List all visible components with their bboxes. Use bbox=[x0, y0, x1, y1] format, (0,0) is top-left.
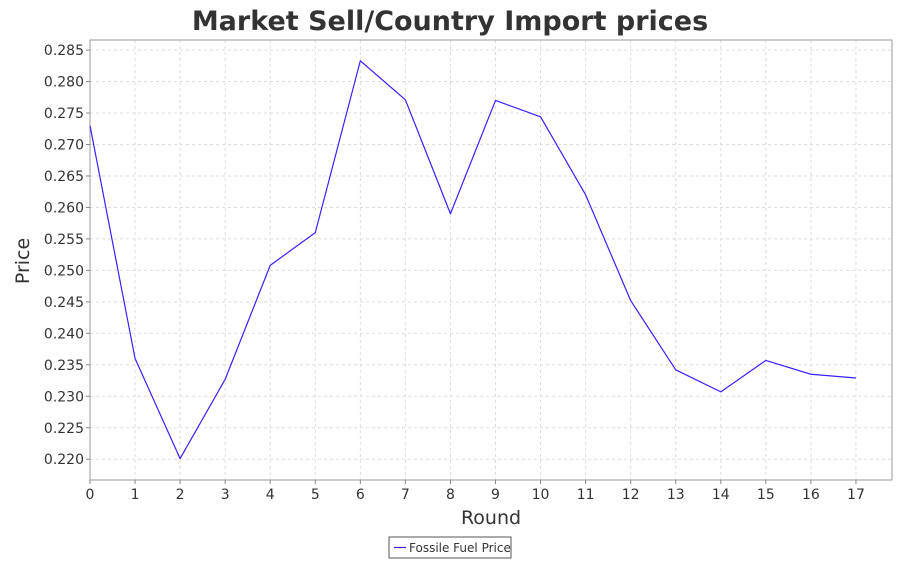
grid bbox=[90, 40, 892, 480]
x-tick-label: 16 bbox=[802, 487, 820, 503]
series-line-0 bbox=[90, 61, 856, 459]
x-tick-label: 7 bbox=[401, 487, 410, 503]
y-tick-label: 0.285 bbox=[44, 43, 84, 59]
y-tick-label: 0.255 bbox=[44, 232, 84, 248]
x-tick-label: 12 bbox=[622, 487, 640, 503]
chart-title: Market Sell/Country Import prices bbox=[192, 6, 708, 37]
x-axis-label: Round bbox=[461, 507, 521, 529]
y-axis: 0.220 0.225 0.230 0.235 0.240 0.245 0.250 0.255… bbox=[44, 43, 90, 468]
x-tick-label: 0 bbox=[86, 487, 95, 503]
x-tick-label: 4 bbox=[266, 487, 275, 503]
y-tick-label: 0.280 bbox=[44, 75, 84, 91]
series-layer bbox=[90, 61, 856, 459]
x-tick-label: 10 bbox=[532, 487, 550, 503]
legend: Fossile Fuel Price bbox=[389, 537, 511, 558]
y-tick-label: 0.270 bbox=[44, 137, 84, 153]
x-tick-label: 1 bbox=[131, 487, 140, 503]
x-tick-label: 2 bbox=[176, 487, 185, 503]
x-tick-label: 15 bbox=[757, 487, 775, 503]
x-tick-label: 9 bbox=[491, 487, 500, 503]
y-tick-label: 0.225 bbox=[44, 421, 84, 437]
y-tick-label: 0.235 bbox=[44, 358, 84, 374]
y-tick-label: 0.240 bbox=[44, 326, 84, 342]
y-tick-label: 0.245 bbox=[44, 295, 84, 311]
x-tick-label: 6 bbox=[356, 487, 365, 503]
y-tick-label: 0.260 bbox=[44, 200, 84, 216]
x-tick-label: 13 bbox=[667, 487, 685, 503]
x-tick-label: 11 bbox=[577, 487, 595, 503]
plot-frame bbox=[90, 40, 892, 480]
x-tick-label: 8 bbox=[446, 487, 455, 503]
y-tick-label: 0.230 bbox=[44, 389, 84, 405]
y-tick-label: 0.220 bbox=[44, 452, 84, 468]
legend-label: Fossile Fuel Price bbox=[409, 541, 511, 555]
y-tick-label: 0.265 bbox=[44, 169, 84, 185]
x-tick-label: 3 bbox=[221, 487, 230, 503]
y-axis-label: Price bbox=[12, 238, 34, 284]
y-tick-label: 0.275 bbox=[44, 106, 84, 122]
x-tick-label: 5 bbox=[311, 487, 320, 503]
x-tick-label: 17 bbox=[847, 487, 865, 503]
x-tick-label: 14 bbox=[712, 487, 730, 503]
y-tick-label: 0.250 bbox=[44, 263, 84, 279]
